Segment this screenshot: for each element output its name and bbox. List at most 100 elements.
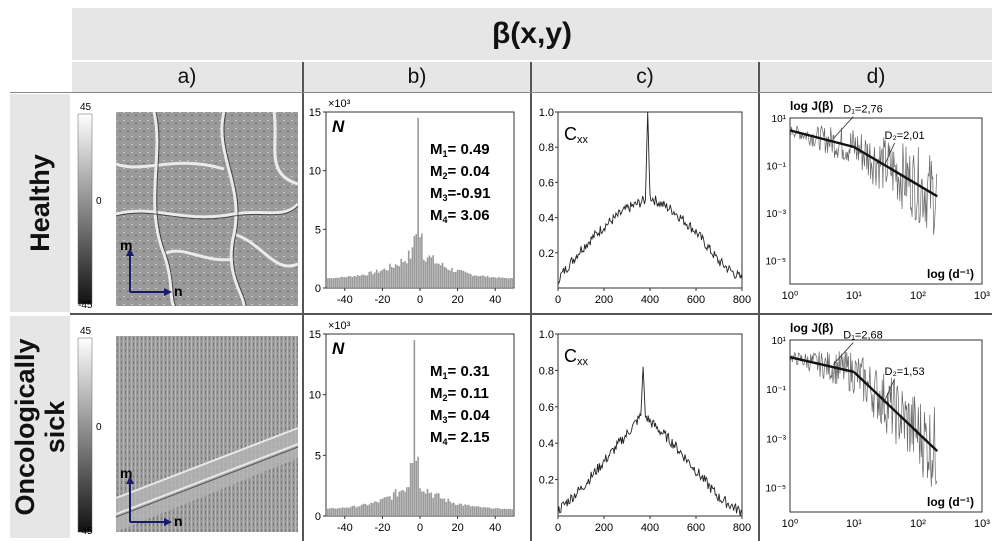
hist-bar [471, 276, 474, 288]
y-tick-label: 15 [309, 329, 321, 341]
x-tick-label: 800 [733, 522, 751, 534]
hist-bar [492, 508, 495, 516]
label-leader [832, 342, 854, 365]
colorbar-scale [77, 337, 93, 533]
hist-bar [451, 267, 453, 288]
map-texture [116, 112, 298, 306]
x-tick-label: 600 [687, 522, 705, 534]
hist-bar [501, 509, 504, 516]
moment-label: M3= 0.04 [430, 407, 490, 425]
y-tick-label: 15 [309, 107, 321, 119]
hist-bar [387, 496, 389, 516]
x-tick-label: -20 [374, 522, 390, 534]
moment-label: M2= 0.11 [430, 385, 489, 403]
hist-bar [460, 270, 463, 288]
hist-bar [462, 505, 465, 516]
axes-arrows [126, 476, 172, 526]
hist-bar [483, 507, 485, 516]
hist-bar [368, 271, 371, 288]
grid-divider [10, 92, 992, 93]
hist-bar [468, 504, 470, 516]
moment-label: M3=-0.91 [430, 185, 490, 203]
hist-bar [481, 275, 483, 288]
x-tick-label: 10⁰ [782, 518, 799, 530]
hist-bar [396, 496, 399, 516]
hist-bar [391, 266, 393, 288]
axes-arrows [126, 248, 172, 296]
hist-bar [366, 275, 369, 288]
hist-bar [332, 278, 335, 288]
map-ridge-shadows [115, 111, 299, 307]
fit-line [789, 356, 855, 374]
hist-bar [374, 272, 376, 288]
y-axis-label: log J(β) [790, 99, 833, 113]
fit-line [789, 129, 855, 149]
hist-bar [383, 497, 386, 516]
hist-bar [385, 496, 387, 516]
y-tick-label: 10⁻¹ [766, 161, 786, 172]
column-header-c: c) [532, 62, 758, 92]
hist-bar [349, 507, 352, 516]
hist-bar [389, 263, 391, 288]
y-tick-label: 0.6 [539, 177, 554, 189]
exponent-label: ×10³ [328, 320, 351, 332]
x-tick-label: 40 [489, 522, 501, 534]
hist-bar [511, 278, 513, 288]
hist-bar [411, 247, 414, 288]
hist-bar [370, 271, 372, 288]
cxx-label: Cxx [564, 346, 589, 368]
x-tick-label: -40 [337, 522, 353, 534]
y-tick-label: 10⁻⁵ [765, 256, 786, 267]
hist-bar [396, 265, 399, 288]
hist-bar [357, 506, 359, 516]
correlation-sick: 0.2 0.4 0.6 0.8 1.0 0 200 400 600 800 Cxx [539, 329, 751, 534]
column-header-d: d) [760, 62, 992, 92]
figure-title: β(x,y) [72, 8, 992, 60]
scale-top-label: 45 [80, 326, 92, 337]
hist-bar [413, 235, 416, 288]
hist-bar [492, 277, 495, 288]
hist-bar [387, 270, 389, 288]
hist-bar [409, 463, 412, 516]
hist-bar [334, 508, 337, 516]
axis-m-label: m [120, 465, 132, 481]
hist-bar [421, 491, 423, 516]
hist-bar [449, 270, 451, 288]
hist-bar [475, 506, 478, 516]
hist-bar [458, 270, 461, 288]
x-tick-label: 0 [555, 522, 561, 534]
hist-bar [451, 503, 453, 516]
hist-bar [445, 502, 448, 516]
hist-bar [438, 493, 440, 516]
polarization-map-sick: 45 0 -45 m n [77, 326, 299, 537]
hist-bar [338, 278, 340, 288]
hist-bar [464, 504, 466, 516]
x-tick-label: 200 [595, 294, 613, 306]
hist-bar [351, 277, 354, 288]
y-tick-label: 5 [315, 224, 321, 236]
hist-bar [490, 508, 493, 516]
hist-bar [409, 258, 412, 288]
hist-bar [439, 498, 442, 516]
hist-bar [374, 501, 376, 516]
hist-bar [357, 275, 359, 288]
hist-bar [422, 491, 425, 516]
hist-bar [458, 503, 461, 516]
x-tick-label: 40 [489, 294, 501, 306]
hist-bar [353, 275, 355, 288]
d2-label: D₂=1,53 [885, 366, 925, 378]
grid-divider [70, 313, 992, 315]
x-tick-label: -40 [337, 294, 353, 306]
y-tick-label: 1.0 [539, 329, 554, 341]
moment-label: M4= 3.06 [430, 207, 490, 225]
hist-bar [328, 278, 331, 288]
hist-bar [419, 488, 421, 516]
hist-bar [494, 277, 496, 288]
power-spectrum-healthy: 10¹ 10⁻¹ 10⁻³ 10⁻⁵ 10⁰ 10¹ 10² 10³ log J(β) log (… [765, 99, 990, 302]
hist-bar [460, 503, 463, 516]
fit-line [853, 371, 939, 453]
hist-bar [456, 504, 459, 516]
hist-bar [377, 272, 380, 288]
row-label-healthy-text: Healthy [25, 154, 55, 252]
hist-bar [364, 275, 367, 288]
